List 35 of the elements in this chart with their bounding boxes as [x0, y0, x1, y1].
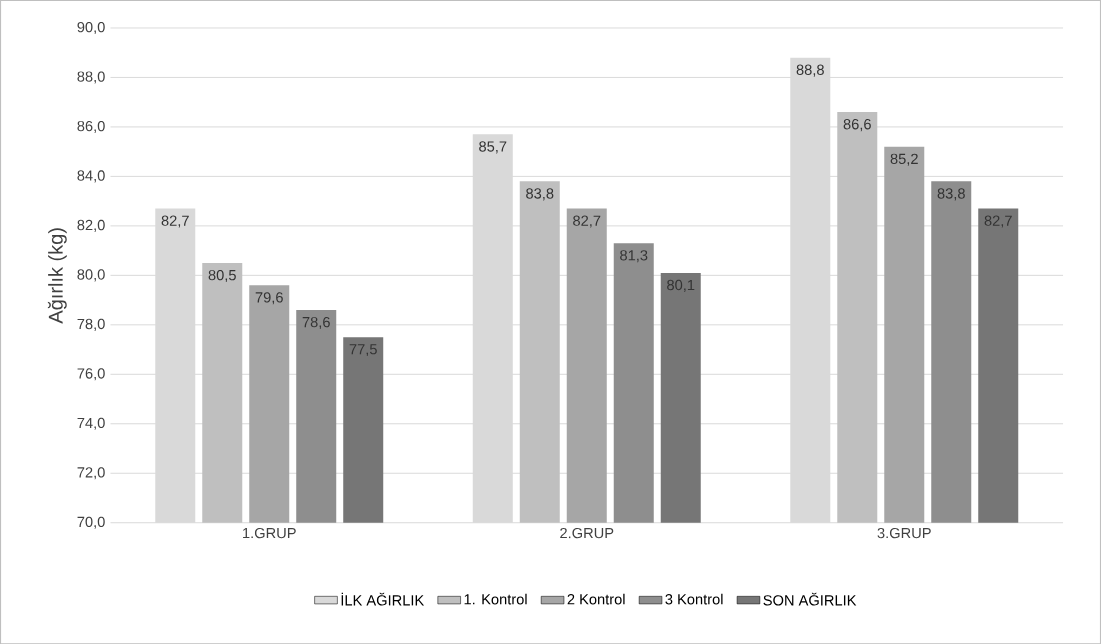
data-label: 80,5 [208, 269, 236, 282]
y-tick-label: 84,0 [77, 170, 105, 183]
data-label: 80,1 [667, 279, 695, 292]
y-axis-title: Ağırlık (kg) [47, 228, 67, 324]
y-tick-label: 72,0 [77, 467, 105, 480]
data-label: 85,2 [890, 153, 918, 166]
data-label: 79,6 [255, 292, 283, 305]
data-label: 82,7 [573, 215, 601, 228]
x-tick-label: 1.GRUP [243, 527, 296, 539]
legend-label: 2 Kontrol [567, 593, 625, 605]
y-tick-label: 88,0 [77, 71, 105, 84]
data-label: 77,5 [349, 344, 377, 356]
y-tick-label: 82,0 [77, 219, 105, 232]
legend-label: 3 Kontrol [665, 593, 723, 605]
y-tick-label: 86,0 [77, 120, 105, 133]
x-tick-label: 2.GRUP [560, 527, 614, 539]
y-tick-label: 76,0 [77, 368, 105, 381]
data-label: 85,7 [479, 141, 507, 154]
data-label: 88,8 [796, 64, 824, 77]
y-tick-label: 70,0 [77, 516, 105, 529]
data-label: 83,8 [937, 188, 965, 201]
data-label: 82,7 [161, 215, 189, 228]
legend-label: SON AĞIRLIK [763, 592, 857, 606]
y-tick-label: 80,0 [77, 269, 105, 282]
y-tick-label: 78,0 [77, 318, 105, 331]
data-label: 81,3 [620, 250, 648, 263]
data-label: 78,6 [302, 316, 330, 329]
data-label: 82,7 [984, 215, 1012, 228]
legend-label: 1. Kontrol [464, 593, 527, 605]
y-tick-label: 90,0 [77, 21, 105, 34]
data-label: 83,8 [526, 188, 554, 201]
legend-label: İLK AĞIRLIK [341, 592, 425, 606]
data-label: 86,6 [843, 118, 871, 132]
y-tick-label: 74,0 [77, 417, 105, 430]
x-tick-label: 3.GRUP [877, 527, 931, 539]
